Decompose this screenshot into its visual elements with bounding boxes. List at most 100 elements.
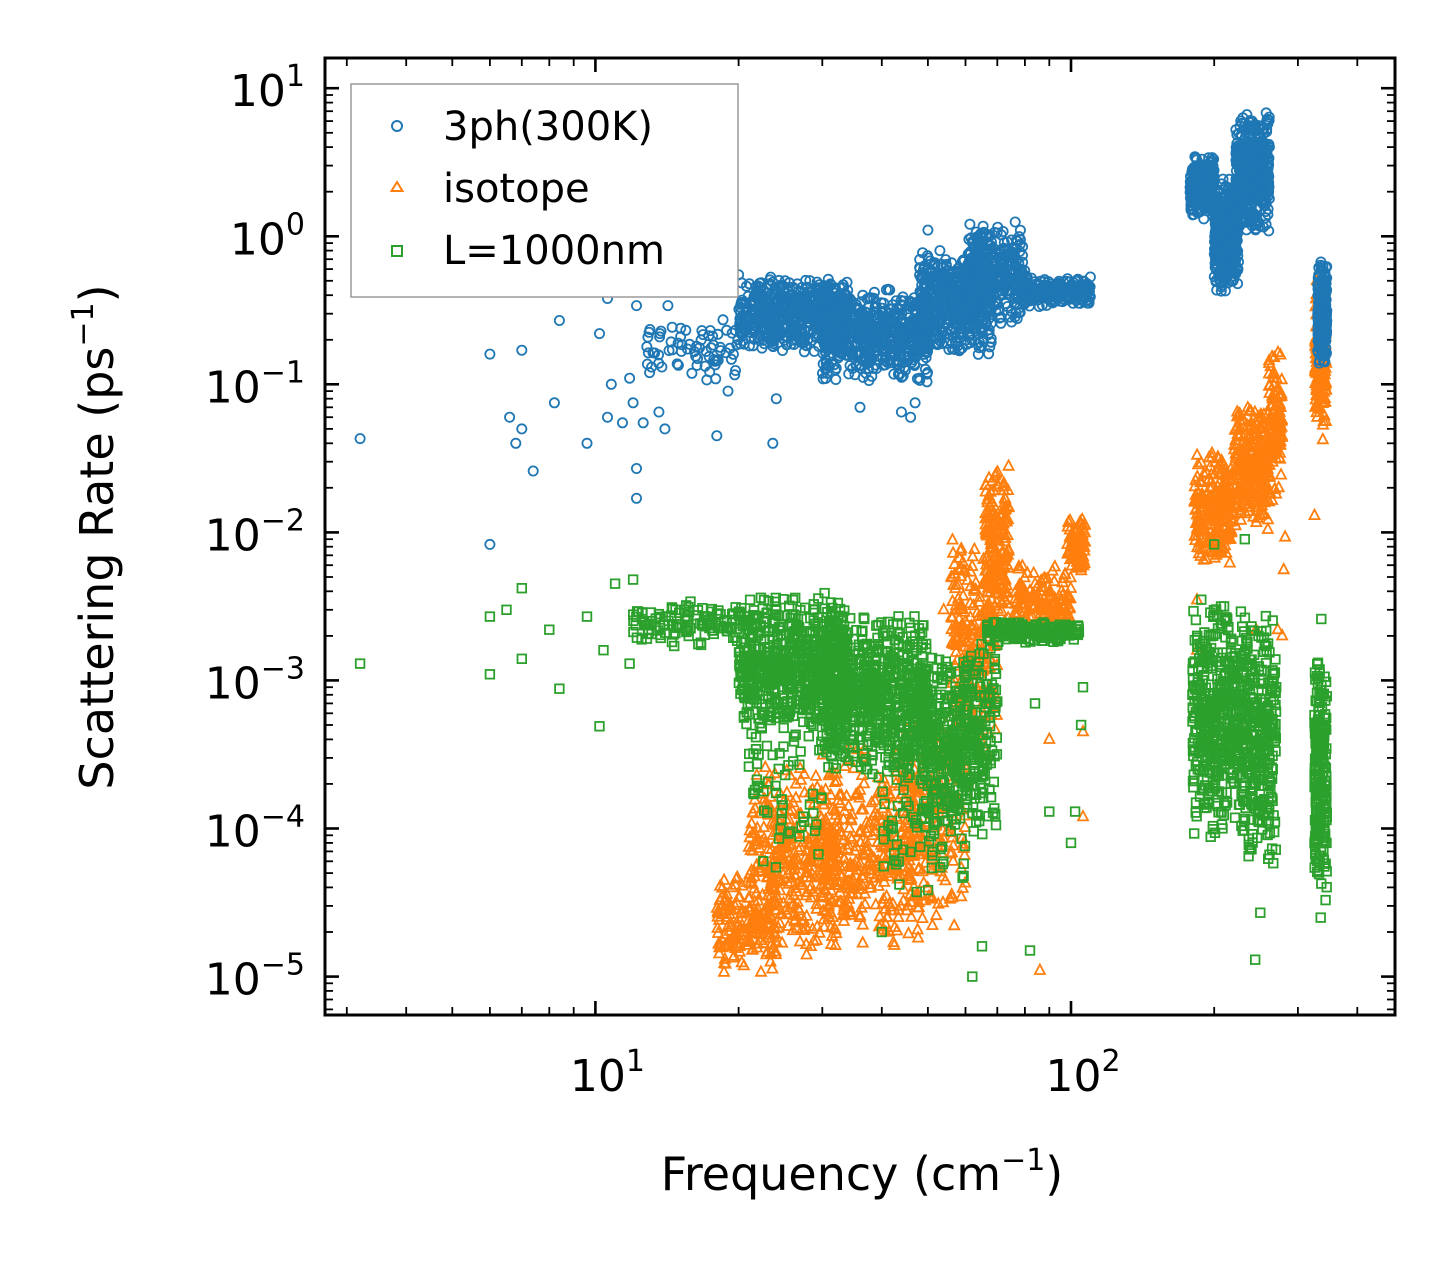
point-isotope bbox=[992, 558, 1006, 571]
point-isotope bbox=[907, 888, 921, 901]
point-isotope bbox=[801, 831, 815, 845]
point-isotope bbox=[924, 888, 938, 902]
point-isotope bbox=[900, 903, 914, 916]
point-isotope bbox=[1000, 584, 1014, 598]
point-isotope bbox=[880, 834, 894, 848]
point-isotope bbox=[1048, 559, 1062, 572]
point-isotope bbox=[756, 920, 770, 933]
point-isotope bbox=[960, 633, 974, 646]
point-isotope bbox=[775, 935, 789, 948]
point-isotope bbox=[725, 939, 738, 952]
point-isotope bbox=[827, 803, 841, 816]
point-isotope bbox=[904, 871, 918, 884]
point-isotope bbox=[874, 917, 888, 930]
point-isotope bbox=[950, 630, 964, 643]
point-isotope bbox=[715, 939, 729, 953]
point-isotope bbox=[754, 964, 768, 977]
point-isotope bbox=[1018, 588, 1032, 601]
point-isotope bbox=[828, 774, 842, 787]
point-isotope bbox=[829, 832, 843, 845]
point-isotope bbox=[946, 838, 960, 851]
point-isotope bbox=[734, 905, 748, 918]
point-isotope bbox=[891, 871, 905, 884]
point-isotope bbox=[877, 790, 891, 804]
point-isotope bbox=[846, 858, 860, 871]
point-isotope bbox=[841, 841, 855, 854]
point-isotope bbox=[815, 784, 828, 797]
point-isotope bbox=[727, 948, 741, 961]
point-isotope bbox=[980, 549, 994, 563]
point-isotope bbox=[826, 894, 839, 907]
point-isotope bbox=[949, 602, 963, 616]
point-isotope bbox=[718, 926, 732, 940]
point-isotope bbox=[757, 819, 771, 833]
point-isotope bbox=[836, 811, 850, 824]
point-isotope bbox=[1061, 587, 1075, 600]
point-isotope bbox=[728, 926, 742, 939]
point-isotope bbox=[745, 816, 759, 829]
point-isotope bbox=[985, 539, 999, 552]
point-isotope bbox=[877, 874, 891, 887]
point-isotope bbox=[896, 893, 910, 906]
point-isotope bbox=[713, 878, 727, 891]
point-isotope bbox=[935, 834, 949, 848]
point-isotope bbox=[1012, 577, 1026, 590]
point-isotope bbox=[949, 644, 963, 657]
point-isotope bbox=[817, 919, 831, 932]
point-isotope bbox=[944, 569, 958, 582]
point-isotope bbox=[990, 549, 1004, 563]
point-isotope bbox=[804, 938, 818, 951]
point-isotope bbox=[915, 863, 929, 877]
point-isotope bbox=[867, 808, 881, 821]
point-isotope bbox=[769, 946, 783, 960]
point-isotope bbox=[1017, 582, 1031, 595]
point-isotope bbox=[904, 894, 918, 907]
point-isotope bbox=[998, 527, 1012, 541]
point-isotope bbox=[813, 925, 826, 938]
point-isotope bbox=[809, 768, 823, 781]
point-isotope bbox=[713, 892, 727, 905]
point-isotope bbox=[986, 482, 1000, 496]
point-isotope bbox=[712, 946, 726, 959]
point-isotope bbox=[871, 785, 885, 799]
point-isotope bbox=[799, 864, 813, 878]
point-isotope bbox=[958, 563, 972, 576]
point-isotope bbox=[779, 902, 793, 915]
point-isotope bbox=[854, 802, 868, 815]
point-isotope bbox=[762, 881, 776, 895]
point-isotope bbox=[1001, 547, 1015, 560]
point-isotope bbox=[981, 505, 995, 518]
point-isotope bbox=[716, 905, 730, 919]
point-isotope bbox=[892, 902, 906, 916]
point-isotope bbox=[748, 833, 762, 846]
point-isotope bbox=[761, 841, 775, 854]
point-isotope bbox=[945, 825, 958, 838]
point-isotope bbox=[956, 588, 970, 601]
point-isotope bbox=[725, 879, 739, 893]
point-isotope bbox=[810, 896, 824, 910]
point-isotope bbox=[900, 827, 914, 840]
point-isotope bbox=[856, 917, 870, 930]
point-isotope bbox=[746, 922, 760, 935]
point-isotope bbox=[731, 927, 745, 941]
data-points-layer bbox=[354, 107, 1333, 982]
point-isotope bbox=[769, 893, 783, 907]
point-isotope bbox=[785, 836, 799, 849]
point-isotope bbox=[843, 829, 857, 842]
point-isotope bbox=[911, 930, 925, 943]
point-isotope bbox=[829, 937, 842, 950]
point-isotope bbox=[877, 891, 891, 904]
point-isotope bbox=[802, 851, 816, 864]
point-isotope bbox=[904, 909, 918, 922]
point-isotope bbox=[1027, 598, 1040, 612]
point-isotope bbox=[840, 876, 854, 889]
point-isotope bbox=[890, 923, 904, 936]
point-isotope bbox=[948, 566, 962, 579]
point-isotope bbox=[1001, 482, 1015, 496]
point-isotope bbox=[880, 865, 894, 878]
point-isotope bbox=[1018, 570, 1031, 583]
point-isotope bbox=[1030, 592, 1044, 606]
point-isotope bbox=[991, 464, 1004, 477]
point-isotope bbox=[828, 922, 842, 935]
point-isotope bbox=[818, 869, 832, 882]
